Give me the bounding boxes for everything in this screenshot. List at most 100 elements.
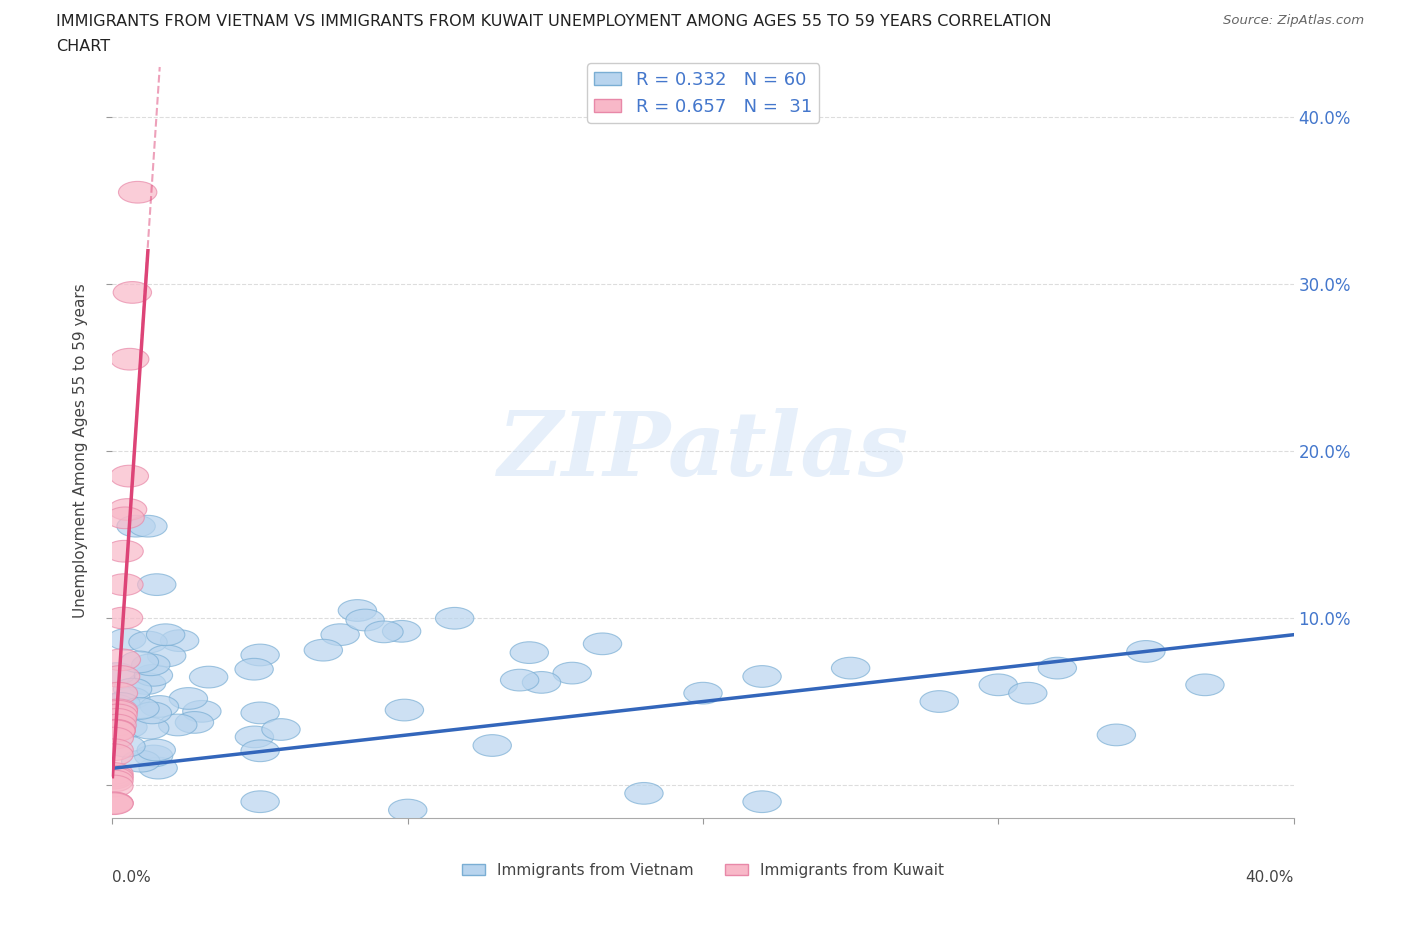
Ellipse shape bbox=[98, 709, 136, 730]
Ellipse shape bbox=[107, 629, 146, 650]
Ellipse shape bbox=[121, 698, 159, 719]
Ellipse shape bbox=[108, 498, 146, 521]
Text: ZIPatlas: ZIPatlas bbox=[498, 407, 908, 495]
Ellipse shape bbox=[97, 720, 135, 741]
Ellipse shape bbox=[97, 716, 136, 737]
Ellipse shape bbox=[624, 782, 664, 804]
Ellipse shape bbox=[553, 662, 592, 684]
Ellipse shape bbox=[94, 792, 134, 814]
Legend: Immigrants from Vietnam, Immigrants from Kuwait: Immigrants from Vietnam, Immigrants from… bbox=[456, 857, 950, 884]
Ellipse shape bbox=[139, 757, 177, 779]
Ellipse shape bbox=[118, 181, 157, 203]
Ellipse shape bbox=[98, 701, 136, 723]
Ellipse shape bbox=[111, 349, 149, 370]
Ellipse shape bbox=[103, 649, 141, 671]
Text: Source: ZipAtlas.com: Source: ZipAtlas.com bbox=[1223, 14, 1364, 27]
Ellipse shape bbox=[382, 620, 420, 643]
Text: IMMIGRANTS FROM VIETNAM VS IMMIGRANTS FROM KUWAIT UNEMPLOYMENT AMONG AGES 55 TO : IMMIGRANTS FROM VIETNAM VS IMMIGRANTS FR… bbox=[56, 14, 1052, 29]
Ellipse shape bbox=[169, 687, 208, 710]
Ellipse shape bbox=[134, 664, 173, 686]
Ellipse shape bbox=[148, 645, 186, 667]
Y-axis label: Unemployment Among Ages 55 to 59 years: Unemployment Among Ages 55 to 59 years bbox=[73, 284, 89, 618]
Ellipse shape bbox=[346, 609, 384, 631]
Ellipse shape bbox=[742, 790, 782, 813]
Ellipse shape bbox=[501, 670, 538, 691]
Ellipse shape bbox=[436, 607, 474, 629]
Ellipse shape bbox=[979, 674, 1018, 696]
Ellipse shape bbox=[131, 717, 169, 739]
Ellipse shape bbox=[522, 671, 561, 693]
Ellipse shape bbox=[96, 695, 135, 716]
Ellipse shape bbox=[472, 735, 512, 756]
Ellipse shape bbox=[240, 644, 280, 666]
Ellipse shape bbox=[98, 704, 138, 725]
Ellipse shape bbox=[1008, 683, 1047, 704]
Ellipse shape bbox=[1038, 658, 1077, 679]
Ellipse shape bbox=[94, 767, 134, 789]
Ellipse shape bbox=[104, 574, 143, 595]
Ellipse shape bbox=[136, 739, 176, 761]
Ellipse shape bbox=[183, 700, 221, 723]
Ellipse shape bbox=[94, 744, 134, 765]
Ellipse shape bbox=[235, 658, 273, 680]
Ellipse shape bbox=[117, 515, 155, 537]
Ellipse shape bbox=[135, 745, 173, 767]
Text: CHART: CHART bbox=[56, 39, 110, 54]
Ellipse shape bbox=[160, 630, 198, 652]
Ellipse shape bbox=[583, 633, 621, 655]
Ellipse shape bbox=[510, 642, 548, 663]
Ellipse shape bbox=[105, 540, 143, 562]
Ellipse shape bbox=[146, 624, 184, 645]
Ellipse shape bbox=[1097, 724, 1136, 746]
Text: 40.0%: 40.0% bbox=[1246, 870, 1294, 884]
Ellipse shape bbox=[100, 699, 138, 721]
Text: 0.0%: 0.0% bbox=[112, 870, 152, 884]
Ellipse shape bbox=[108, 716, 148, 737]
Ellipse shape bbox=[94, 776, 134, 797]
Ellipse shape bbox=[101, 693, 141, 714]
Ellipse shape bbox=[388, 799, 427, 821]
Ellipse shape bbox=[100, 683, 138, 704]
Ellipse shape bbox=[114, 678, 152, 700]
Ellipse shape bbox=[104, 607, 143, 629]
Ellipse shape bbox=[190, 666, 228, 688]
Ellipse shape bbox=[321, 624, 360, 645]
Ellipse shape bbox=[262, 719, 299, 740]
Ellipse shape bbox=[98, 714, 136, 736]
Ellipse shape bbox=[129, 515, 167, 537]
Ellipse shape bbox=[385, 699, 423, 721]
Ellipse shape bbox=[101, 666, 139, 687]
Ellipse shape bbox=[1126, 641, 1166, 662]
Ellipse shape bbox=[132, 654, 170, 676]
Ellipse shape bbox=[94, 765, 134, 787]
Ellipse shape bbox=[138, 574, 176, 595]
Ellipse shape bbox=[96, 727, 134, 749]
Ellipse shape bbox=[97, 720, 135, 742]
Ellipse shape bbox=[97, 720, 135, 741]
Ellipse shape bbox=[240, 790, 280, 813]
Ellipse shape bbox=[105, 507, 145, 528]
Ellipse shape bbox=[339, 600, 377, 621]
Ellipse shape bbox=[121, 751, 160, 772]
Ellipse shape bbox=[364, 621, 404, 643]
Ellipse shape bbox=[683, 683, 723, 704]
Ellipse shape bbox=[141, 696, 179, 717]
Ellipse shape bbox=[176, 711, 214, 733]
Ellipse shape bbox=[920, 691, 959, 712]
Ellipse shape bbox=[94, 763, 134, 784]
Ellipse shape bbox=[110, 465, 149, 487]
Ellipse shape bbox=[107, 736, 145, 757]
Ellipse shape bbox=[304, 639, 343, 661]
Ellipse shape bbox=[129, 631, 167, 653]
Ellipse shape bbox=[94, 792, 134, 814]
Ellipse shape bbox=[159, 714, 197, 736]
Ellipse shape bbox=[94, 770, 134, 791]
Ellipse shape bbox=[98, 700, 138, 722]
Ellipse shape bbox=[235, 726, 274, 748]
Ellipse shape bbox=[240, 702, 280, 724]
Ellipse shape bbox=[111, 687, 150, 709]
Ellipse shape bbox=[112, 282, 152, 303]
Ellipse shape bbox=[134, 702, 172, 724]
Ellipse shape bbox=[742, 666, 782, 687]
Ellipse shape bbox=[1185, 674, 1225, 696]
